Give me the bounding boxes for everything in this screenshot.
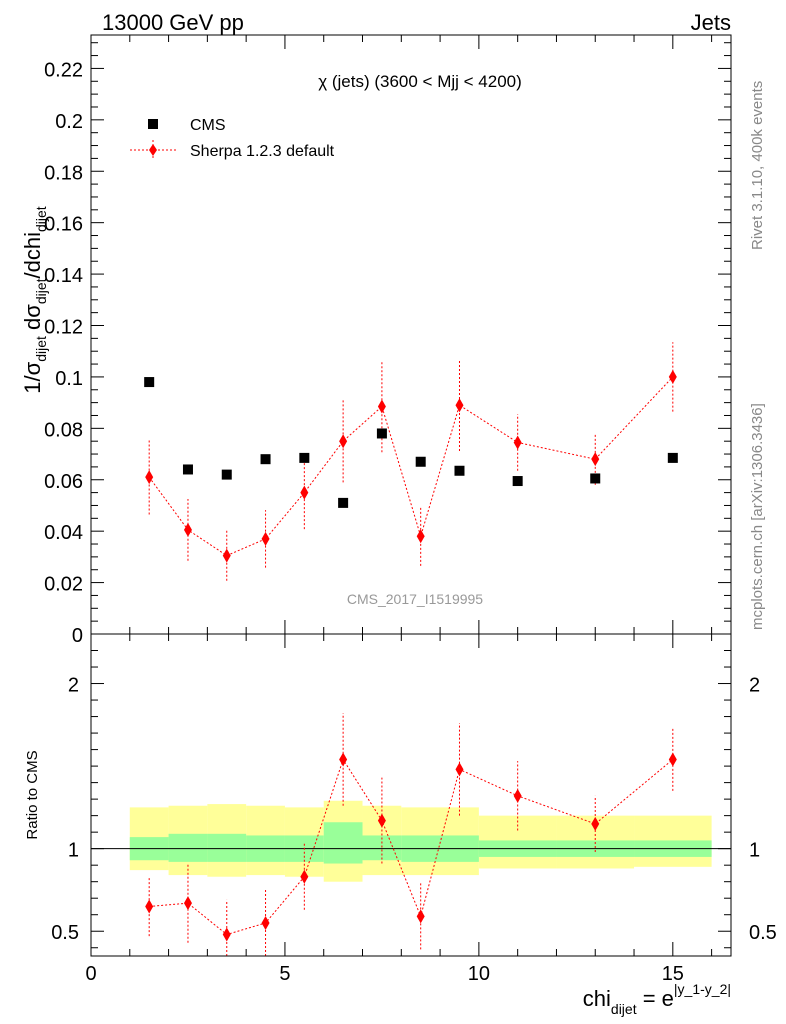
xtick-label: 15 bbox=[662, 963, 684, 985]
cms-point bbox=[260, 454, 271, 465]
ratio-ytick-label: 1 bbox=[68, 840, 79, 862]
legend-marker-sherpa bbox=[149, 144, 157, 156]
cms-point bbox=[415, 456, 426, 467]
ratio-point bbox=[513, 788, 522, 803]
ratio-point bbox=[222, 927, 231, 942]
main-ytick-label: 0.04 bbox=[44, 522, 83, 544]
uncertainty-band-inner bbox=[168, 833, 208, 862]
cms-point bbox=[667, 452, 678, 463]
ratio-frame bbox=[90, 633, 732, 957]
sherpa-point bbox=[339, 434, 348, 449]
cms-point bbox=[144, 377, 155, 388]
sherpa-point bbox=[377, 399, 386, 414]
ratio-point bbox=[377, 813, 386, 828]
sherpa-line bbox=[148, 376, 674, 557]
main-ytick-label: 0.12 bbox=[44, 317, 83, 339]
sherpa-point bbox=[591, 452, 600, 467]
header-right: Jets bbox=[691, 10, 731, 35]
main-ylabel: 1/σdijet dσdijet/dchidijet bbox=[20, 206, 49, 394]
main-ytick-label: 0.1 bbox=[55, 368, 83, 390]
rivet-label: Rivet 3.1.10, 400k events bbox=[749, 81, 766, 250]
ratio-ytick-label-right: 0.5 bbox=[749, 922, 777, 944]
analysis-watermark: CMS_2017_I1519995 bbox=[347, 591, 483, 607]
header-left: 13000 GeV pp bbox=[102, 10, 244, 35]
sherpa-point bbox=[183, 522, 192, 537]
sherpa-point bbox=[455, 398, 464, 413]
ratio-ytick-label-right: 2 bbox=[749, 675, 760, 697]
cms-point bbox=[590, 473, 601, 484]
ratio-ytick-label-right: 1 bbox=[749, 840, 760, 862]
ratio-point bbox=[416, 909, 425, 924]
uncertainty-band-inner bbox=[207, 833, 247, 862]
uncertainty-band-inner bbox=[323, 822, 363, 864]
ratio-panel: 0.5 0.5 1 1 2 2 0 5 10 15 bbox=[51, 634, 777, 985]
xtick-label: 10 bbox=[468, 963, 490, 985]
ratio-point bbox=[668, 752, 677, 767]
legend: CMS Sherpa 1.2.3 default bbox=[130, 117, 335, 160]
main-panel: 0 0.02 0.04 0.06 0.08 0.1 0.12 0.14 0.16 0.18 0.2 0… bbox=[44, 35, 731, 647]
legend-label-cms: CMS bbox=[190, 117, 226, 134]
cms-point bbox=[299, 452, 310, 463]
main-ytick-label: 0.18 bbox=[44, 162, 83, 184]
main-ytick-label: 0.22 bbox=[44, 59, 83, 81]
main-ytick-label: 0.06 bbox=[44, 471, 83, 493]
ratio-point bbox=[591, 816, 600, 831]
main-ytick-label: 0 bbox=[72, 625, 83, 647]
ratio-point bbox=[183, 896, 192, 911]
ratio-point bbox=[300, 869, 309, 884]
cms-point bbox=[221, 469, 232, 480]
cms-point bbox=[338, 497, 349, 508]
ratio-ylabel: Ratio to CMS bbox=[24, 750, 41, 839]
ratio-point bbox=[339, 752, 348, 767]
main-ytick-label: 0.08 bbox=[44, 419, 83, 441]
main-ytick-label: 0.2 bbox=[55, 111, 83, 133]
cms-point bbox=[182, 464, 193, 475]
sherpa-point bbox=[513, 435, 522, 450]
legend-marker-cms bbox=[148, 119, 158, 129]
ratio-point bbox=[261, 915, 270, 930]
sherpa-point bbox=[668, 369, 677, 384]
mcplots-label: mcplots.cern.ch [arXiv:1306.3436] bbox=[749, 403, 766, 630]
sherpa-point bbox=[300, 485, 309, 500]
cms-point bbox=[512, 476, 523, 487]
main-ytick-label: 0.16 bbox=[44, 214, 83, 236]
ratio-point bbox=[455, 762, 464, 777]
uncertainty-band-inner bbox=[362, 835, 402, 861]
sherpa-point bbox=[145, 470, 154, 485]
main-ytick-label: 0.14 bbox=[44, 265, 83, 287]
xaxis-label: chidijet = e|y_1-y_2| bbox=[583, 981, 731, 1017]
ratio-ytick-label: 0.5 bbox=[51, 922, 79, 944]
sherpa-point bbox=[416, 529, 425, 544]
ratio-point bbox=[145, 899, 154, 914]
main-ytick-label: 0.02 bbox=[44, 574, 83, 596]
ratio-ytick-label: 2 bbox=[68, 675, 79, 697]
main-frame bbox=[90, 34, 732, 635]
sherpa-point bbox=[222, 548, 231, 563]
cms-point bbox=[376, 428, 387, 439]
xtick-label: 5 bbox=[279, 963, 290, 985]
legend-label-sherpa: Sherpa 1.2.3 default bbox=[190, 143, 335, 160]
xtick-label: 0 bbox=[85, 963, 96, 985]
sherpa-point bbox=[261, 531, 270, 546]
cms-point bbox=[454, 465, 465, 476]
ratio-line bbox=[149, 758, 674, 936]
chart-title: χ (jets) (3600 < Mjj < 4200) bbox=[318, 72, 522, 91]
